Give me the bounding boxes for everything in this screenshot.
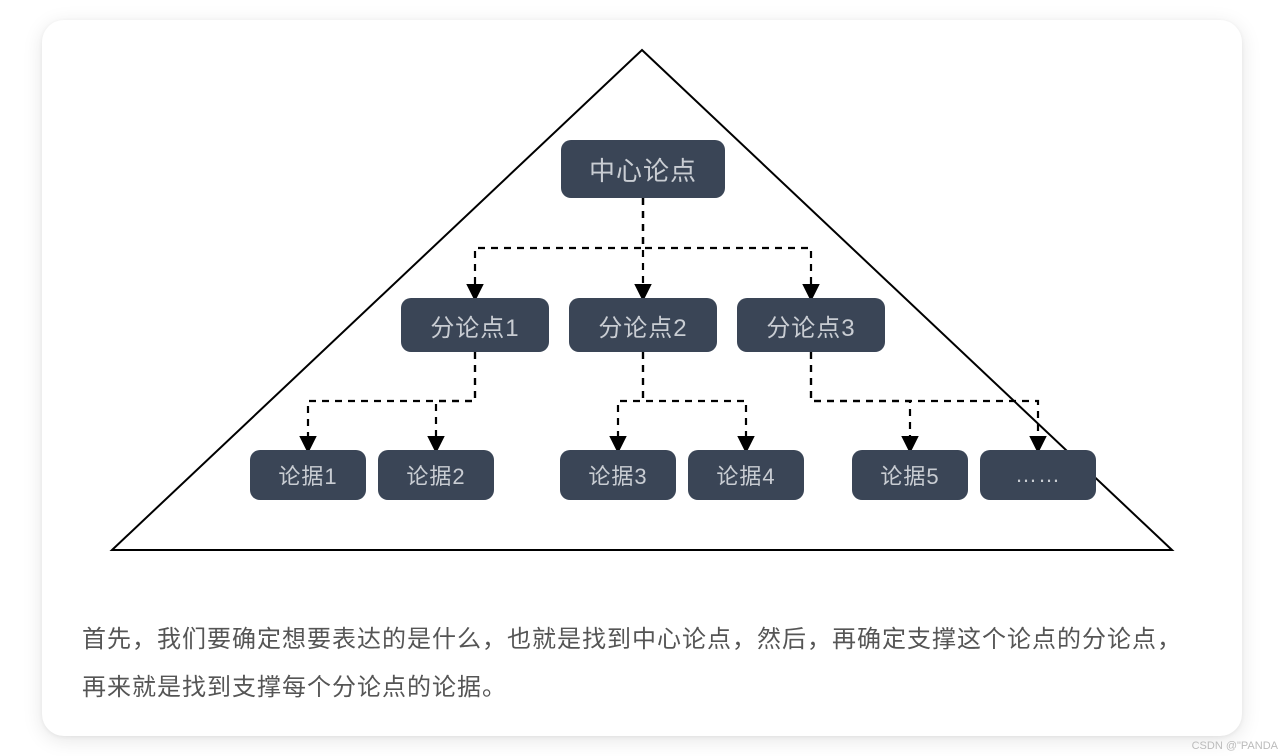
node-e5: 论据5 bbox=[852, 450, 968, 500]
caption-paragraph: 首先，我们要确定想要表达的是什么，也就是找到中心论点，然后，再确定支撑这个论点的… bbox=[82, 616, 1202, 712]
node-e1: 论据1 bbox=[250, 450, 366, 500]
edge-root-s3 bbox=[643, 198, 811, 298]
edge-s1-e1 bbox=[308, 352, 475, 450]
node-e3: 论据3 bbox=[560, 450, 676, 500]
edge-s3-e5 bbox=[811, 352, 910, 450]
edge-s2-e3 bbox=[618, 352, 643, 450]
node-e4: 论据4 bbox=[688, 450, 804, 500]
node-root: 中心论点 bbox=[561, 140, 725, 198]
watermark-text: CSDN @"PANDA bbox=[1192, 740, 1278, 752]
node-s2: 分论点2 bbox=[569, 298, 717, 352]
node-e6: …… bbox=[980, 450, 1096, 500]
node-s1: 分论点1 bbox=[401, 298, 549, 352]
content-card: 中心论点分论点1 分论点2 分论点3 论据1论据2 论据3论据4 论据5…… 首先，我们要… bbox=[42, 20, 1242, 736]
edge-root-s1 bbox=[475, 198, 643, 298]
pyramid-diagram: 中心论点分论点1 分论点2 分论点3 论据1论据2 论据3论据4 论据5…… bbox=[42, 20, 1242, 580]
node-s3: 分论点3 bbox=[737, 298, 885, 352]
edge-s1-e2 bbox=[436, 352, 475, 450]
edge-s3-e6 bbox=[811, 352, 1038, 450]
edge-s2-e4 bbox=[643, 352, 746, 450]
node-e2: 论据2 bbox=[378, 450, 494, 500]
